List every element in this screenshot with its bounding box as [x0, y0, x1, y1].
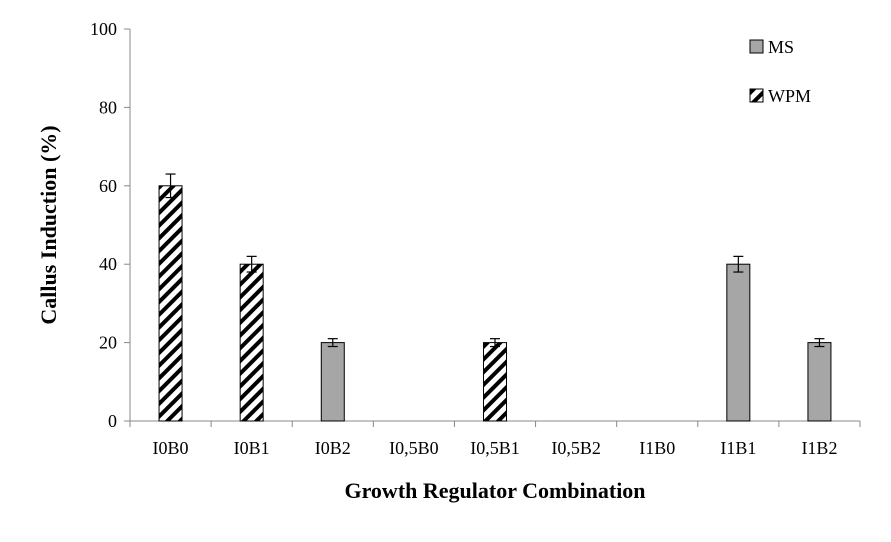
y-tick-label: 80 — [99, 97, 117, 117]
legend-label-wpm: WPM — [768, 86, 811, 106]
x-axis-title: Growth Regulator Combination — [344, 478, 645, 503]
x-tick-label: I1B2 — [801, 438, 837, 458]
x-tick-label: I0B2 — [315, 438, 351, 458]
y-axis-title: Callus Induction (%) — [36, 125, 61, 324]
x-tick-label: I0,5B0 — [389, 438, 439, 458]
bar-wpm-i0b1 — [239, 263, 264, 422]
x-tick-label: I0,5B2 — [551, 438, 601, 458]
x-tick-label: I1B1 — [720, 438, 756, 458]
y-tick-label: 0 — [108, 411, 117, 431]
legend-label-ms: MS — [768, 37, 794, 57]
labels: 0 20 40 60 80 100 I0B0 I0B1 I0B2 I0,5B0 I0,5B1 I0,5… — [36, 19, 837, 503]
legend-swatch-wpm — [749, 88, 764, 103]
bar-wpm-i0b0 — [158, 185, 183, 422]
bar-ms-i1b2 — [807, 342, 832, 422]
x-tick-label: I1B0 — [639, 438, 675, 458]
bar-ms-i0b2 — [320, 342, 345, 422]
bar-wpm-i0-5b1 — [483, 342, 507, 422]
x-tick-label: I0B0 — [153, 438, 189, 458]
x-tick-label: I0B1 — [234, 438, 270, 458]
y-tick-label: 20 — [99, 333, 117, 353]
bar-ms-i1b1 — [726, 263, 751, 422]
legend-swatch-ms — [749, 39, 764, 54]
legend: MS WPM — [749, 37, 811, 106]
y-tick-label: 100 — [90, 19, 117, 39]
x-tick-label: I0,5B1 — [470, 438, 520, 458]
bars — [158, 173, 832, 422]
y-tick-label: 40 — [99, 254, 117, 274]
y-tick-label: 60 — [99, 176, 117, 196]
